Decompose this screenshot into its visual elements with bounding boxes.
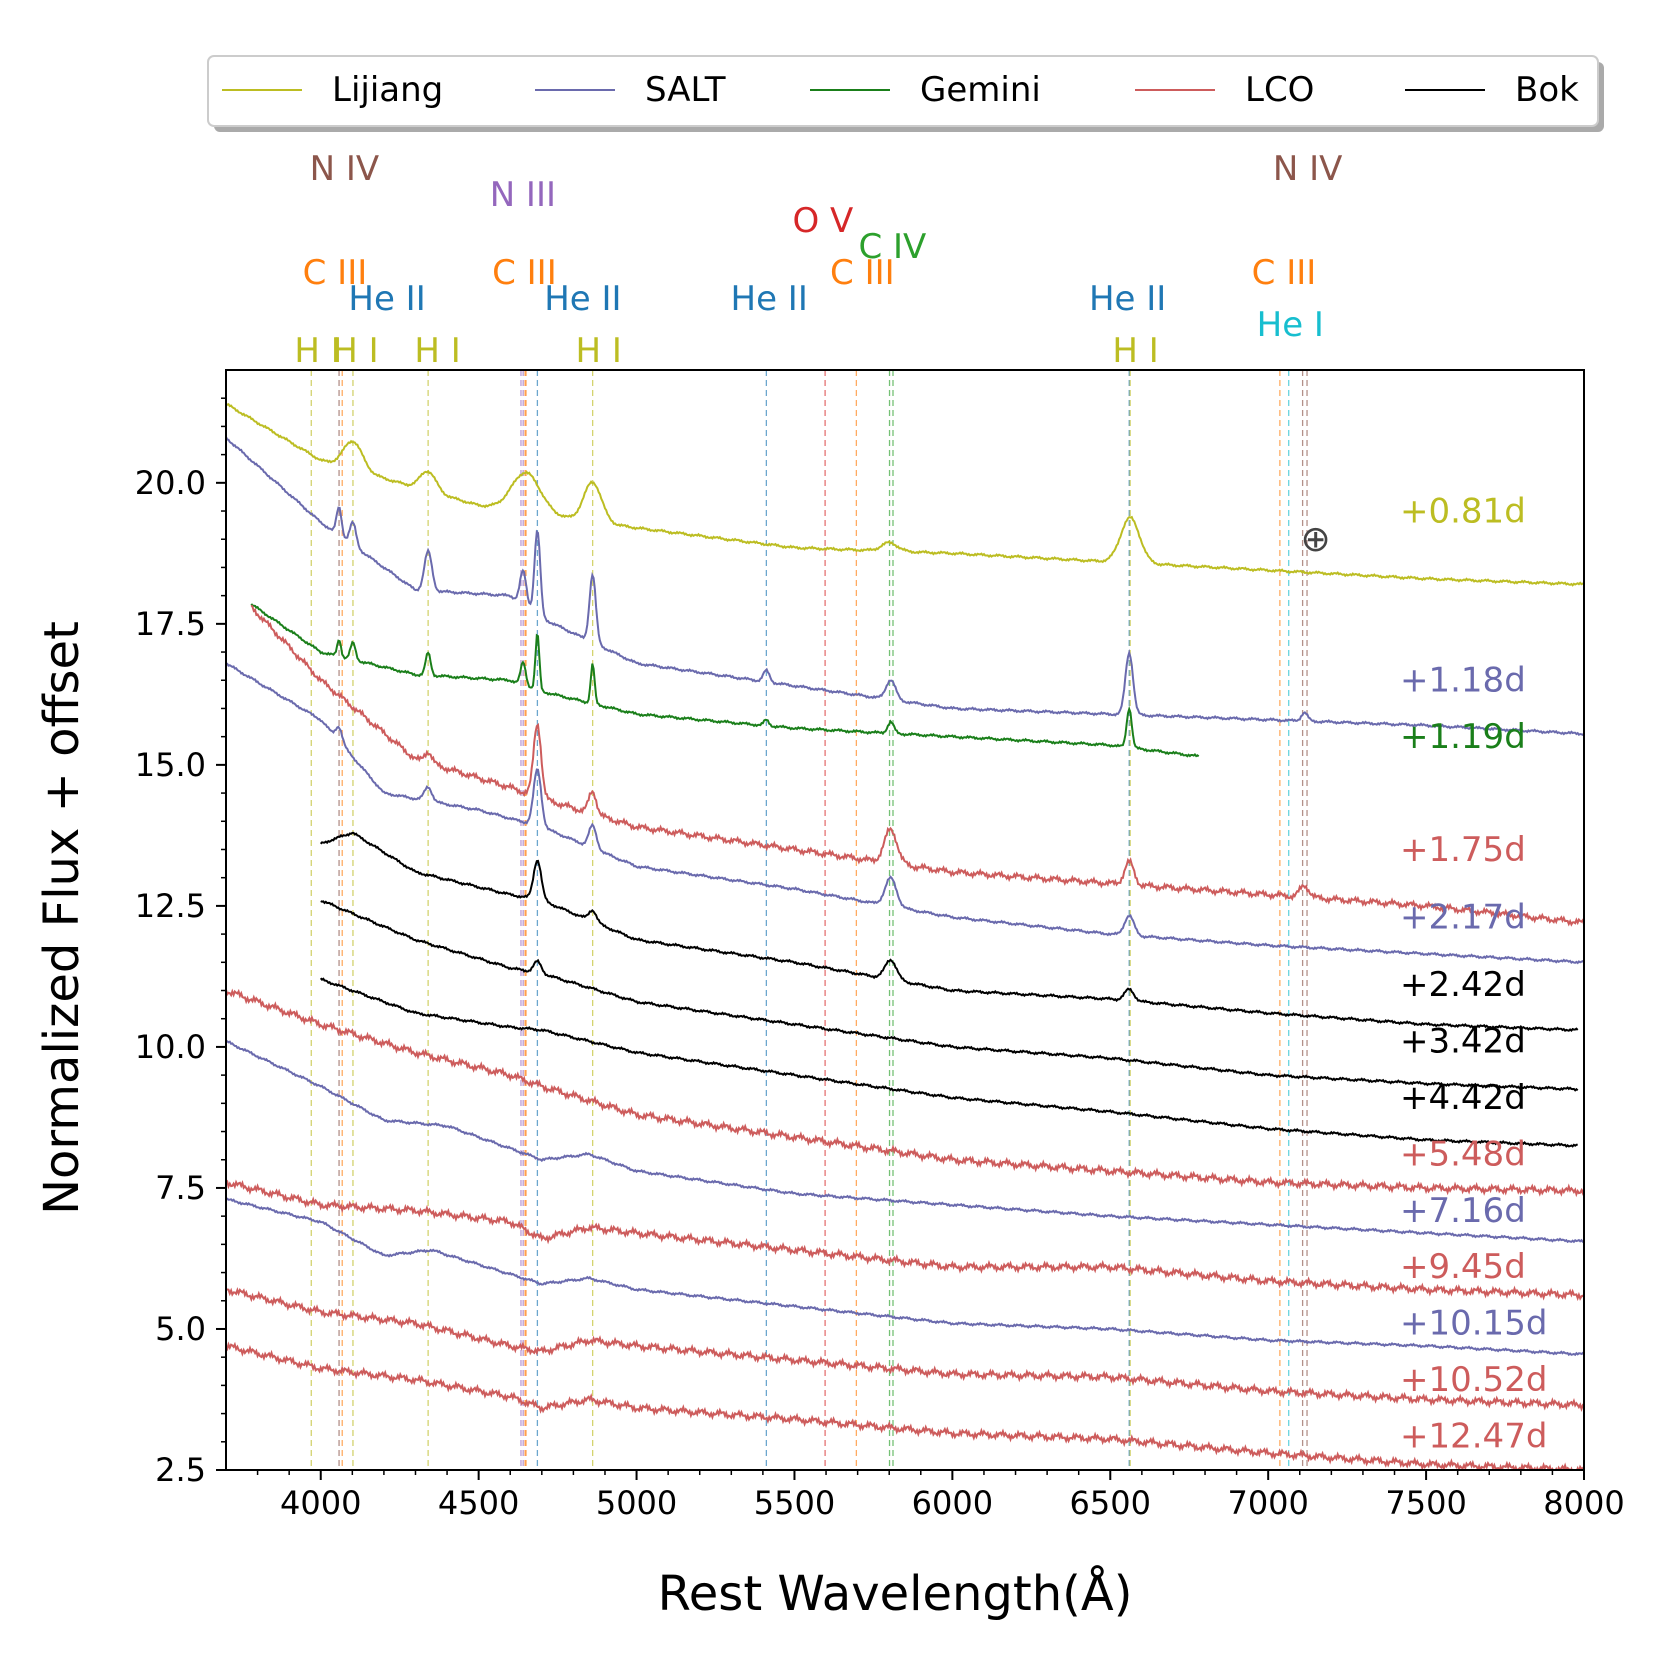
legend-label: Lijiang xyxy=(332,70,443,110)
line-label-heii: He II xyxy=(348,279,425,319)
line-label-niii: N III xyxy=(490,175,556,215)
spectrum-line xyxy=(226,436,1584,736)
y-axis-label: Normalized Flux + offset xyxy=(34,621,90,1215)
phase-label: +2.17d xyxy=(1400,897,1526,937)
plot-frame xyxy=(225,369,1585,1471)
y-tick-label: 7.5 xyxy=(155,1169,206,1207)
y-tick-label: 2.5 xyxy=(155,1451,206,1489)
line-label-ov: O V xyxy=(792,201,853,241)
spectrum-line xyxy=(319,977,1578,1148)
phase-label: +1.19d xyxy=(1400,717,1526,757)
line-label-hi: H I xyxy=(332,331,378,371)
y-tick-label: 10.0 xyxy=(135,1028,206,1066)
line-label-niv: N IV xyxy=(310,149,380,189)
line-label-hi: H I xyxy=(294,331,340,371)
phase-label: +9.45d xyxy=(1400,1247,1526,1287)
x-tick-label: 5000 xyxy=(596,1484,677,1522)
phase-label: +5.48d xyxy=(1400,1134,1526,1174)
line-label-hei: He I xyxy=(1257,305,1324,345)
phase-label: +7.16d xyxy=(1400,1191,1526,1231)
x-tick-label: 4000 xyxy=(280,1484,361,1522)
legend: Lijiang SALT Gemini LCO Bok xyxy=(207,55,1604,132)
earth-symbol-icon: ⊕ xyxy=(1300,519,1330,560)
line-label-heii: He II xyxy=(544,279,621,319)
legend-label: LCO xyxy=(1245,70,1314,110)
phase-label: +4.42d xyxy=(1400,1078,1526,1118)
phase-label: +1.75d xyxy=(1400,830,1526,870)
line-label-ciii: C III xyxy=(830,253,895,293)
x-tick-label: 4500 xyxy=(438,1484,519,1522)
legend-box xyxy=(207,55,1599,127)
spectrum-line xyxy=(226,988,1584,1198)
y-tick-label: 5.0 xyxy=(155,1310,206,1348)
plot-area: +0.81d +1.18d +1.19d +1.75d +2.17d +2.42d +3.4… xyxy=(226,370,1584,1470)
x-tick-label: 8000 xyxy=(1543,1484,1624,1522)
legend-label: Bok xyxy=(1515,70,1579,110)
line-label-niv: N IV xyxy=(1273,149,1343,189)
spectrum-line xyxy=(226,1341,1584,1470)
spectrum-line xyxy=(226,1179,1584,1302)
phase-label: +12.47d xyxy=(1400,1416,1547,1456)
spectrum-line xyxy=(226,662,1584,965)
x-tick-label: 7000 xyxy=(1227,1484,1308,1522)
spectrum-line xyxy=(250,604,1584,927)
legend-label: Gemini xyxy=(920,70,1041,110)
spectrum-line xyxy=(226,1039,1584,1244)
x-tick-label: 6500 xyxy=(1070,1484,1151,1522)
y-tick-label: 12.5 xyxy=(135,887,206,925)
x-axis-label: Rest Wavelength(Å) xyxy=(658,1565,1133,1622)
phase-label: +10.15d xyxy=(1400,1304,1547,1344)
phase-label: +10.52d xyxy=(1400,1360,1547,1400)
spectrum-line xyxy=(320,900,1579,1092)
legend-label: SALT xyxy=(645,70,726,110)
spectrum-line xyxy=(226,1286,1584,1413)
y-tick-label: 20.0 xyxy=(135,464,206,502)
x-tick-label: 5500 xyxy=(754,1484,835,1522)
phase-label: +1.18d xyxy=(1400,661,1526,701)
phase-label: +3.42d xyxy=(1400,1022,1526,1062)
x-tick-label: 7500 xyxy=(1385,1484,1466,1522)
line-label-heii: He II xyxy=(1089,279,1166,319)
line-label-civ: C IV xyxy=(858,227,926,267)
spectrum-line xyxy=(319,831,1579,1033)
axes: 4000 4500 5000 5500 6000 6500 7000 7500 8000 2.5 5… xyxy=(135,369,1625,1522)
spectrum-line xyxy=(250,603,1200,758)
line-label-hi: H I xyxy=(1112,331,1158,371)
line-label-hi: H I xyxy=(414,331,460,371)
line-label-ciii: C III xyxy=(1252,253,1317,293)
phase-label: +2.42d xyxy=(1400,965,1526,1005)
line-label-ciii: C III xyxy=(492,253,557,293)
x-tick-label: 6000 xyxy=(912,1484,993,1522)
line-label-hi: H I xyxy=(575,331,621,371)
y-tick-label: 17.5 xyxy=(135,605,206,643)
line-label-heii: He II xyxy=(731,279,808,319)
line-label-ciii: C III xyxy=(303,253,368,293)
y-tick-label: 15.0 xyxy=(135,746,206,784)
spectrum-line xyxy=(226,1197,1584,1357)
spectrum-line xyxy=(226,402,1584,587)
phase-label: +0.81d xyxy=(1400,491,1526,531)
